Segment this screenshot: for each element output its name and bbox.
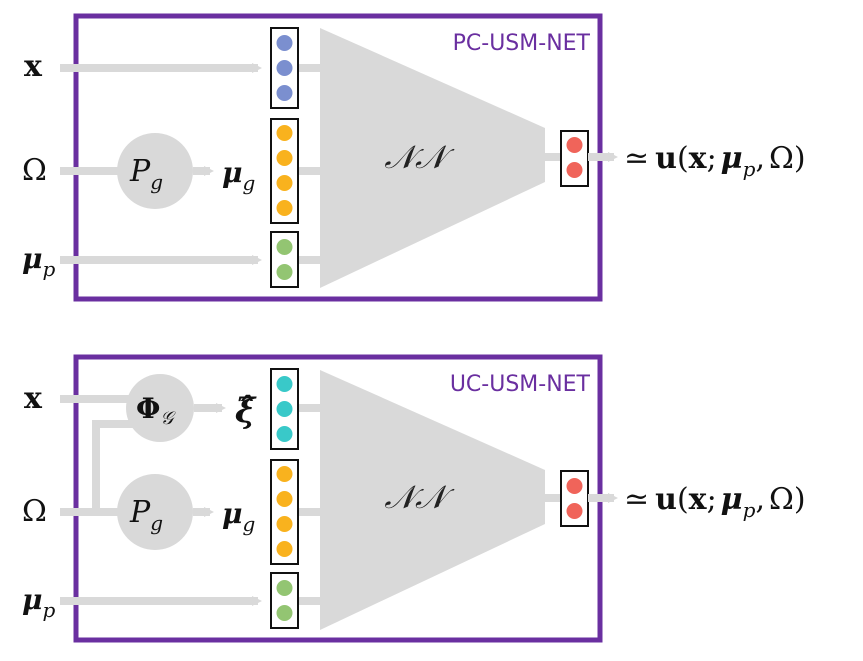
- neural-network-block: [320, 370, 545, 630]
- output-neuron: [566, 162, 583, 178]
- input-x-label: x: [24, 381, 43, 416]
- phi-g-node: [126, 374, 194, 442]
- mu-p-neuron: [276, 264, 293, 280]
- neural-network-block: [320, 28, 545, 288]
- mu-g-neuron: [276, 516, 293, 532]
- mu-g-neuron: [276, 200, 293, 216]
- x-vector-neuron: [276, 60, 293, 76]
- input-omega-label: Ω: [22, 153, 47, 188]
- network-label: 𝒩𝒩: [384, 478, 455, 516]
- pg-label: Pg: [129, 154, 163, 194]
- output-neuron: [566, 478, 583, 494]
- mu-p-neuron: [276, 239, 293, 255]
- panel-pc-usm-net: PC-USM-NET 𝒩𝒩 x Ω Pg μg μp: [22, 13, 806, 302]
- input-x-label: x: [24, 49, 43, 84]
- mu-g-neuron: [276, 466, 293, 482]
- xi-vector-neuron: [276, 401, 293, 417]
- panel-title: UC-USM-NET: [450, 372, 591, 397]
- mu-p-neuron: [276, 580, 293, 596]
- x-vector-neuron: [276, 85, 293, 101]
- output-neuron: [566, 503, 583, 519]
- omega-branch: [92, 420, 136, 512]
- output-expression: ≃ u(x; μp, Ω): [624, 141, 806, 181]
- pg-node: [117, 133, 193, 209]
- panel-title: PC-USM-NET: [453, 31, 591, 56]
- output-expression: ≃ u(x; μp, Ω): [624, 482, 806, 522]
- mu-g-neuron: [276, 150, 293, 166]
- xi-vector-neuron: [276, 426, 293, 442]
- pg-node: [117, 474, 193, 550]
- output-neuron: [566, 137, 583, 153]
- xi-label: ξ̂: [235, 391, 257, 431]
- x-vector-neuron: [276, 35, 293, 51]
- input-omega-label: Ω: [22, 494, 47, 529]
- mu-g-neuron: [276, 541, 293, 557]
- mu-g-neuron: [276, 125, 293, 141]
- mu-g-label: μg: [222, 156, 255, 195]
- phi-g-label: Φ𝒢: [136, 392, 176, 429]
- pg-label: Pg: [129, 495, 163, 535]
- mu-p-neuron: [276, 605, 293, 621]
- input-mu-p-label: μp: [22, 242, 56, 281]
- panel-uc-usm-net: UC-USM-NET 𝒩𝒩 x Ω Φ𝒢 ξ̂ Pg μg μp: [22, 354, 806, 643]
- network-label: 𝒩𝒩: [384, 138, 455, 176]
- input-mu-p-label: μp: [22, 583, 56, 622]
- mu-g-neuron: [276, 175, 293, 191]
- xi-vector-neuron: [276, 376, 293, 392]
- mu-g-label: μg: [222, 497, 255, 536]
- mu-g-neuron: [276, 491, 293, 507]
